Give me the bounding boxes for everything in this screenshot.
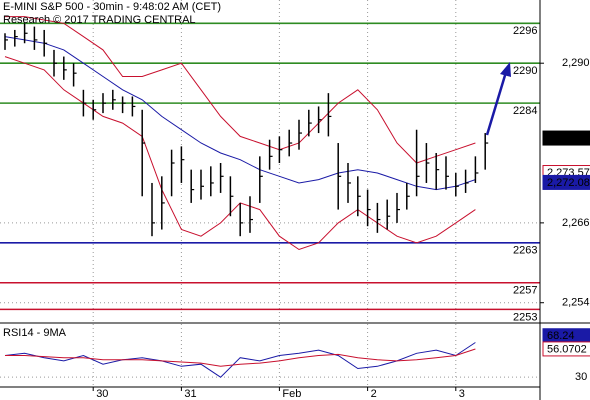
rsi-title: RSI14 - 9MA bbox=[3, 327, 67, 339]
level-label: 2253 bbox=[513, 311, 537, 323]
y-tick-label: 2,254 bbox=[562, 297, 590, 309]
y-tick-label: 2,266 bbox=[562, 217, 590, 229]
price-tag bbox=[542, 341, 590, 357]
chart-subtitle: Research © 2017 TRADING CENTRAL bbox=[3, 14, 196, 26]
plot: 2296 2290 2284 2263 2257 2253 bbox=[0, 16, 540, 378]
indicator-line bbox=[5, 16, 476, 164]
x-tick-label: 2 bbox=[371, 388, 377, 400]
indicator-line bbox=[5, 348, 476, 367]
price-tag-label: 56.0702 bbox=[547, 343, 587, 355]
y-tick-label: 30 bbox=[575, 371, 587, 383]
level-label: 2296 bbox=[513, 25, 537, 37]
x-tick-label: 3 bbox=[459, 388, 465, 400]
y-tick-label: 2,290 bbox=[562, 57, 590, 69]
x-tick-label: 31 bbox=[184, 388, 196, 400]
price-tag bbox=[542, 174, 590, 190]
arrow-head bbox=[500, 62, 511, 77]
indicator-line bbox=[4, 36, 476, 191]
price-tag bbox=[542, 130, 590, 146]
price-tag-label: 2,272.08 bbox=[547, 177, 590, 189]
price-tag-label: 68.24 bbox=[547, 330, 575, 342]
chart-title: E-MINI S&P 500 - 30min - 9:48:02 AM (CET… bbox=[3, 1, 221, 13]
forecast-arrow bbox=[485, 71, 508, 136]
x-tick-label: 30 bbox=[96, 388, 108, 400]
price-tag-label: 2,278.75 bbox=[547, 132, 590, 144]
grid bbox=[0, 0, 540, 387]
level-label: 2257 bbox=[513, 285, 537, 297]
level-label: 2290 bbox=[513, 65, 537, 77]
x-tick-label: Feb bbox=[282, 388, 301, 400]
level-label: 2284 bbox=[513, 105, 537, 117]
level-label: 2263 bbox=[513, 245, 537, 257]
